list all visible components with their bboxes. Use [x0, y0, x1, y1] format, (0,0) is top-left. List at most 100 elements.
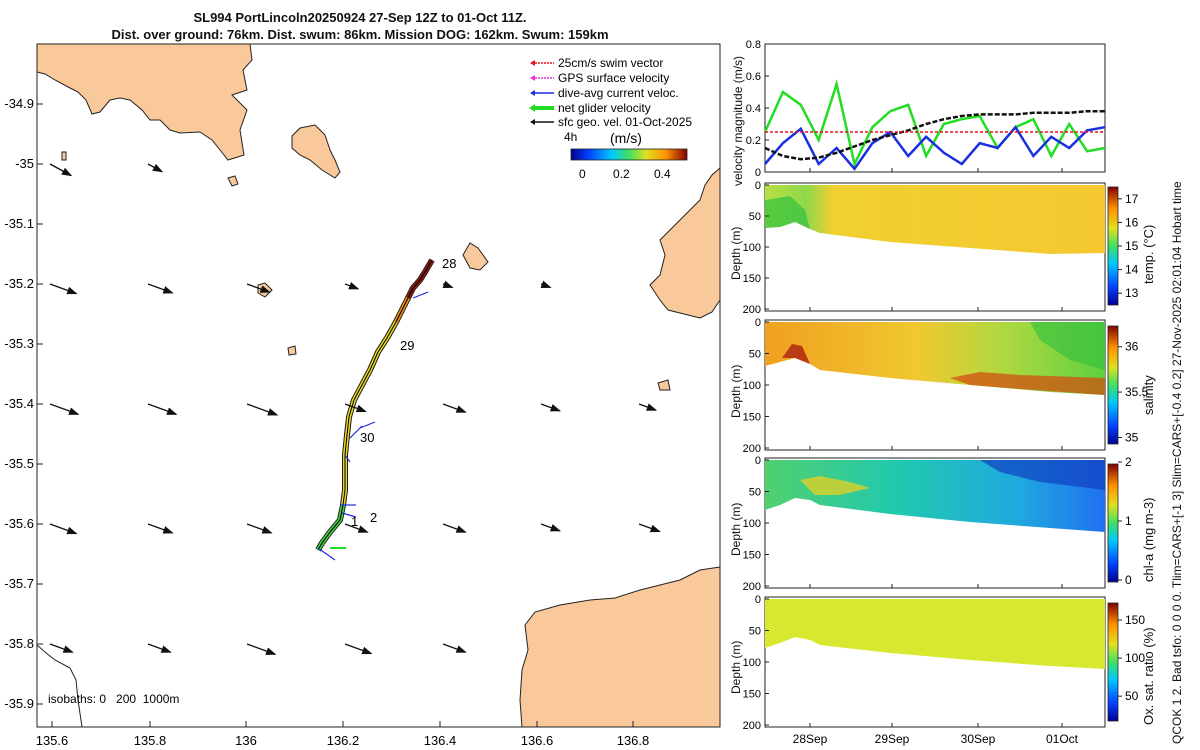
colorbar-tick-1: 1 [1125, 514, 1132, 528]
geo-arrow [344, 523, 369, 533]
geo-arrow [49, 403, 80, 415]
colorbar-tick-15: 15 [1125, 239, 1139, 253]
depth-tick-150: 150 [743, 273, 761, 285]
map-y-tick--35.4: -35.4 [4, 396, 34, 411]
geo-arrow [147, 403, 178, 415]
title-line-2: Dist. over ground: 76km. Dist. swum: 86k… [111, 27, 609, 42]
temperature-section [764, 182, 1119, 312]
map-x-tick-136.6: 136.6 [521, 733, 554, 748]
speed-colorbar-tick-0.4: 0.4 [654, 167, 671, 181]
geo-arrow [147, 643, 172, 653]
depth-tick-150: 150 [743, 412, 761, 424]
colorbar-tick-13: 13 [1125, 286, 1139, 300]
dive-avg-current-line [764, 125, 1106, 171]
velocity-y-tick-0.2: 0.2 [746, 135, 761, 147]
depth-tick-200: 200 [743, 581, 761, 593]
colorbar-tick-36: 36 [1125, 340, 1139, 354]
oxygen-colorbar-label: Ox. sat. ratio (%) [1141, 627, 1156, 725]
geo-arrow [344, 282, 360, 290]
oxygen-depth-ylabel: Depth (m) [729, 640, 743, 694]
depth-tick-150: 150 [743, 550, 761, 562]
glider-track-shadow [315, 258, 435, 552]
map-x-tick-135.6: 135.6 [36, 733, 69, 748]
depth-tick-50: 50 [749, 349, 761, 361]
colorbar-tick-35.5: 35.5 [1125, 385, 1149, 399]
colorbar-tick-17: 17 [1125, 192, 1139, 206]
geo-arrow [638, 403, 658, 411]
coastline-southwest [37, 644, 83, 727]
geo-arrow [442, 280, 454, 289]
track-day-label-30: 30 [360, 430, 374, 445]
legend-swim-vector: 25cm/s swim vector [558, 56, 663, 70]
track-day-label-29: 29 [400, 338, 414, 353]
velocity-y-tick-0: 0 [755, 167, 761, 179]
depth-tick-0: 0 [755, 455, 761, 467]
geo-arrow [638, 523, 661, 533]
speed-colorbar-tick-0: 0 [579, 167, 586, 181]
interval-label: 4h [564, 130, 577, 144]
time-tick-01Oct: 01Oct [1046, 732, 1079, 746]
glider-track[interactable] [316, 258, 434, 551]
depth-tick-200: 200 [743, 443, 761, 455]
map-panel[interactable]: 135.6 135.8 136 136.2 136.4 136.6 136.8 -34.9 -3… [0, 0, 730, 750]
geo-arrow [442, 403, 467, 413]
salinity-colorbar-label: salinity [1141, 375, 1156, 415]
title-line-1: SL994 PortLincoln20250924 27-Sep 12Z to … [193, 10, 527, 25]
depth-tick-100: 100 [743, 657, 761, 669]
salinity-section [764, 319, 1119, 451]
map-legend: 25cm/s swim vector GPS surface velocity … [529, 56, 692, 129]
surface-geo-velocity-line [764, 109, 1105, 161]
map-x-tick-136: 136 [235, 733, 257, 748]
geo-arrow [246, 643, 277, 655]
depth-tick-100: 100 [743, 380, 761, 392]
track-day-label-2: 2 [370, 510, 377, 525]
track-day-label-28: 28 [442, 256, 456, 271]
speed-colorbar-tick-0.2: 0.2 [613, 167, 630, 181]
speed-colorbar [570, 148, 688, 161]
depth-tick-50: 50 [749, 626, 761, 638]
map-y-tick--35.2: -35.2 [4, 276, 34, 291]
geo-arrow [246, 403, 279, 416]
colorbar-tick-35: 35 [1125, 430, 1139, 444]
velocity-ylabel: velocity magnitude (m/s) [731, 55, 745, 186]
geo-arrow [344, 403, 367, 413]
map-y-tick--35: -35 [15, 156, 34, 171]
geo-arrow [147, 283, 174, 294]
depth-tick-0: 0 [755, 594, 761, 606]
map-x-tick-136.4: 136.4 [424, 733, 457, 748]
map-y-tick--35.7: -35.7 [4, 576, 34, 591]
geo-arrow [442, 643, 467, 653]
colorbar-tick-100: 100 [1125, 651, 1145, 665]
legend-net-velocity: net glider velocity [558, 101, 651, 115]
land-island-6 [287, 345, 297, 356]
depth-tick-150: 150 [743, 689, 761, 701]
land-yorke-peninsula [649, 167, 720, 319]
colorbar-tick-14: 14 [1125, 263, 1139, 277]
geo-arrow [147, 523, 174, 534]
land-kangaroo-island [519, 566, 720, 727]
velocity-magnitude-chart: 0 0.2 0.4 0.6 0.8 [746, 39, 1106, 179]
land-island-1 [291, 124, 341, 179]
depth-tick-50: 50 [749, 487, 761, 499]
legend-dive-avg-current: dive-avg current veloc. [558, 86, 679, 100]
chlorophyll-section [764, 457, 1119, 589]
land-island-7 [657, 379, 671, 391]
chl-depth-ylabel: Depth (m) [729, 502, 743, 556]
geo-arrow [442, 523, 467, 533]
temperature-depth-ylabel: Depth (m) [729, 226, 743, 280]
map-frame [36, 43, 721, 728]
net-glider-velocity-line [763, 79, 1106, 168]
dive-avg-current-arrows [317, 291, 429, 561]
isobaths-note: isobaths: 0 200 1000m [48, 692, 179, 706]
time-tick-28Sep: 28Sep [793, 732, 828, 746]
map-y-tick--35.5: -35.5 [4, 456, 34, 471]
surface-geostrophic-arrows [49, 163, 661, 655]
map-x-tick-136.8: 136.8 [617, 733, 650, 748]
depth-tick-100: 100 [743, 242, 761, 254]
geo-arrow [49, 283, 78, 295]
depth-tick-0: 0 [755, 180, 761, 192]
profile-panels: 00.20.40.60.8 05010015020013141516170501… [743, 39, 1149, 746]
land-island-4 [462, 242, 489, 271]
geo-arrow [344, 643, 373, 655]
colorbar-tick-2: 2 [1125, 455, 1132, 469]
